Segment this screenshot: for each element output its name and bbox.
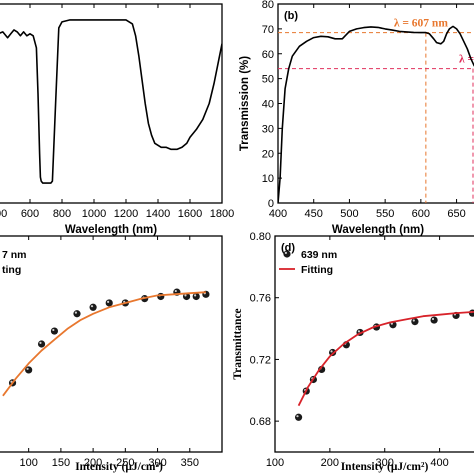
x-tick-label: 1800 (210, 208, 234, 220)
data-point-highlight (330, 350, 333, 353)
data-point-highlight (296, 415, 299, 418)
x-tick-label: 550 (376, 208, 394, 220)
data-point (73, 310, 81, 318)
y-tick-label: 30 (262, 123, 274, 135)
x-tick-label: 600 (412, 208, 430, 220)
data-point (192, 292, 200, 301)
y-axis-label: Transmittance (232, 308, 244, 379)
panel-a-chart: 400 600 800 1000 1200 1400 1600 1800 Wavelength … (0, 3, 234, 236)
x-tick-label: 400 (430, 457, 448, 469)
x-tick-label: 650 (447, 208, 465, 220)
data-layer: λ = 607 nmλ = (278, 18, 474, 203)
y-axis-label: Transmission (%) (239, 56, 251, 151)
plot-frame (0, 3, 223, 204)
plot-frame (0, 235, 223, 453)
legend-label: 639 nm (301, 249, 337, 261)
plot-frame (274, 235, 474, 453)
data-point-highlight (184, 294, 187, 297)
data-point-highlight (431, 317, 435, 321)
panel-c-chart: 100 150 200 250 300 350 Intensity (μJ/cm²) 7 nm… (0, 235, 223, 473)
data-layer (2, 288, 210, 397)
data-point-highlight (107, 300, 110, 303)
y-tick-label: 0 (268, 198, 274, 210)
x-tick-label: 300 (376, 457, 394, 469)
x-tick-label: 1600 (178, 208, 202, 220)
data-point (294, 413, 303, 421)
y-tick-label: 0.76 (250, 293, 271, 305)
x-tick-label: 400 (0, 208, 7, 220)
data-point (89, 303, 97, 311)
panel-label: (b) (284, 10, 298, 22)
y-tick-label: 0.80 (250, 231, 271, 243)
x-tick-label: 300 (148, 457, 166, 469)
legend-label: Fitting (301, 264, 333, 276)
data-point (37, 340, 46, 348)
data-layer (0, 19, 222, 184)
data-point-highlight (52, 328, 55, 332)
data-point-highlight (174, 289, 177, 293)
y-tick-label: 60 (262, 49, 274, 61)
x-tick-label: 800 (53, 208, 71, 220)
fit-curve (2, 291, 206, 397)
y-tick-label: 10 (262, 173, 274, 185)
x-tick-label: 250 (116, 457, 134, 469)
data-point-highlight (357, 330, 361, 333)
data-point-highlight (90, 305, 94, 308)
x-axis-label: Intensity (μJ/cm²) (341, 461, 429, 473)
x-axis-label: Wavelength (nm) (332, 224, 424, 236)
data-point (105, 299, 113, 307)
plot-frame (277, 3, 474, 204)
x-tick-label: 1000 (82, 208, 106, 220)
x-axis-label: Wavelength (nm) (65, 224, 157, 236)
y-tick-label: 0.72 (250, 354, 271, 366)
y-tick-label: 40 (262, 99, 274, 111)
legend-marker-highlight (284, 251, 287, 254)
x-tick-label: 600 (21, 208, 39, 220)
x-tick-label: 200 (84, 457, 102, 469)
fit-curve (297, 310, 474, 407)
data-point-highlight (74, 311, 77, 314)
data-point-highlight (26, 367, 29, 370)
x-tick-label: 1200 (114, 208, 138, 220)
data-point (157, 292, 165, 301)
x-tick-label: 150 (52, 457, 70, 469)
x-tick-label: 450 (305, 208, 323, 220)
y-tick-label: 50 (262, 74, 274, 86)
x-axis-label: Intensity (μJ/cm²) (75, 461, 163, 473)
x-tick-label: 200 (321, 457, 339, 469)
x-tick-label: 100 (266, 457, 284, 469)
data-layer (294, 309, 474, 421)
y-tick-label: 0.68 (250, 416, 271, 428)
annotation-label: λ = 607 nm (394, 18, 448, 30)
x-tick-label: 400 (269, 208, 287, 220)
legend-label: ting (2, 264, 21, 276)
x-tick-label: 100 (19, 457, 37, 469)
data-point (430, 316, 438, 324)
data-point-highlight (412, 319, 415, 322)
legend-label: 7 nm (2, 249, 27, 261)
panel-b-chart: 400 450 500 550 600 650 0 10 20 30 40 50 60 70 80 Wavel… (239, 0, 474, 236)
panel-d-chart: 100 200 300 400 0.68 0.72 0.76 0.80 Intensity (μ… (232, 231, 474, 473)
data-point-highlight (39, 341, 42, 344)
y-tick-label: 80 (262, 0, 274, 11)
y-tick-label: 70 (262, 24, 274, 36)
x-tick-label: 500 (340, 208, 358, 220)
x-tick-label: 1400 (146, 208, 170, 220)
x-tick-label: 350 (181, 457, 199, 469)
series-line (278, 25, 474, 203)
data-point-highlight (194, 294, 197, 297)
panel-label: (d) (281, 242, 295, 254)
data-point (468, 309, 474, 317)
data-point (50, 327, 59, 335)
y-tick-label: 20 (262, 148, 274, 160)
legend-marker (283, 250, 291, 258)
series-line (0, 19, 222, 184)
